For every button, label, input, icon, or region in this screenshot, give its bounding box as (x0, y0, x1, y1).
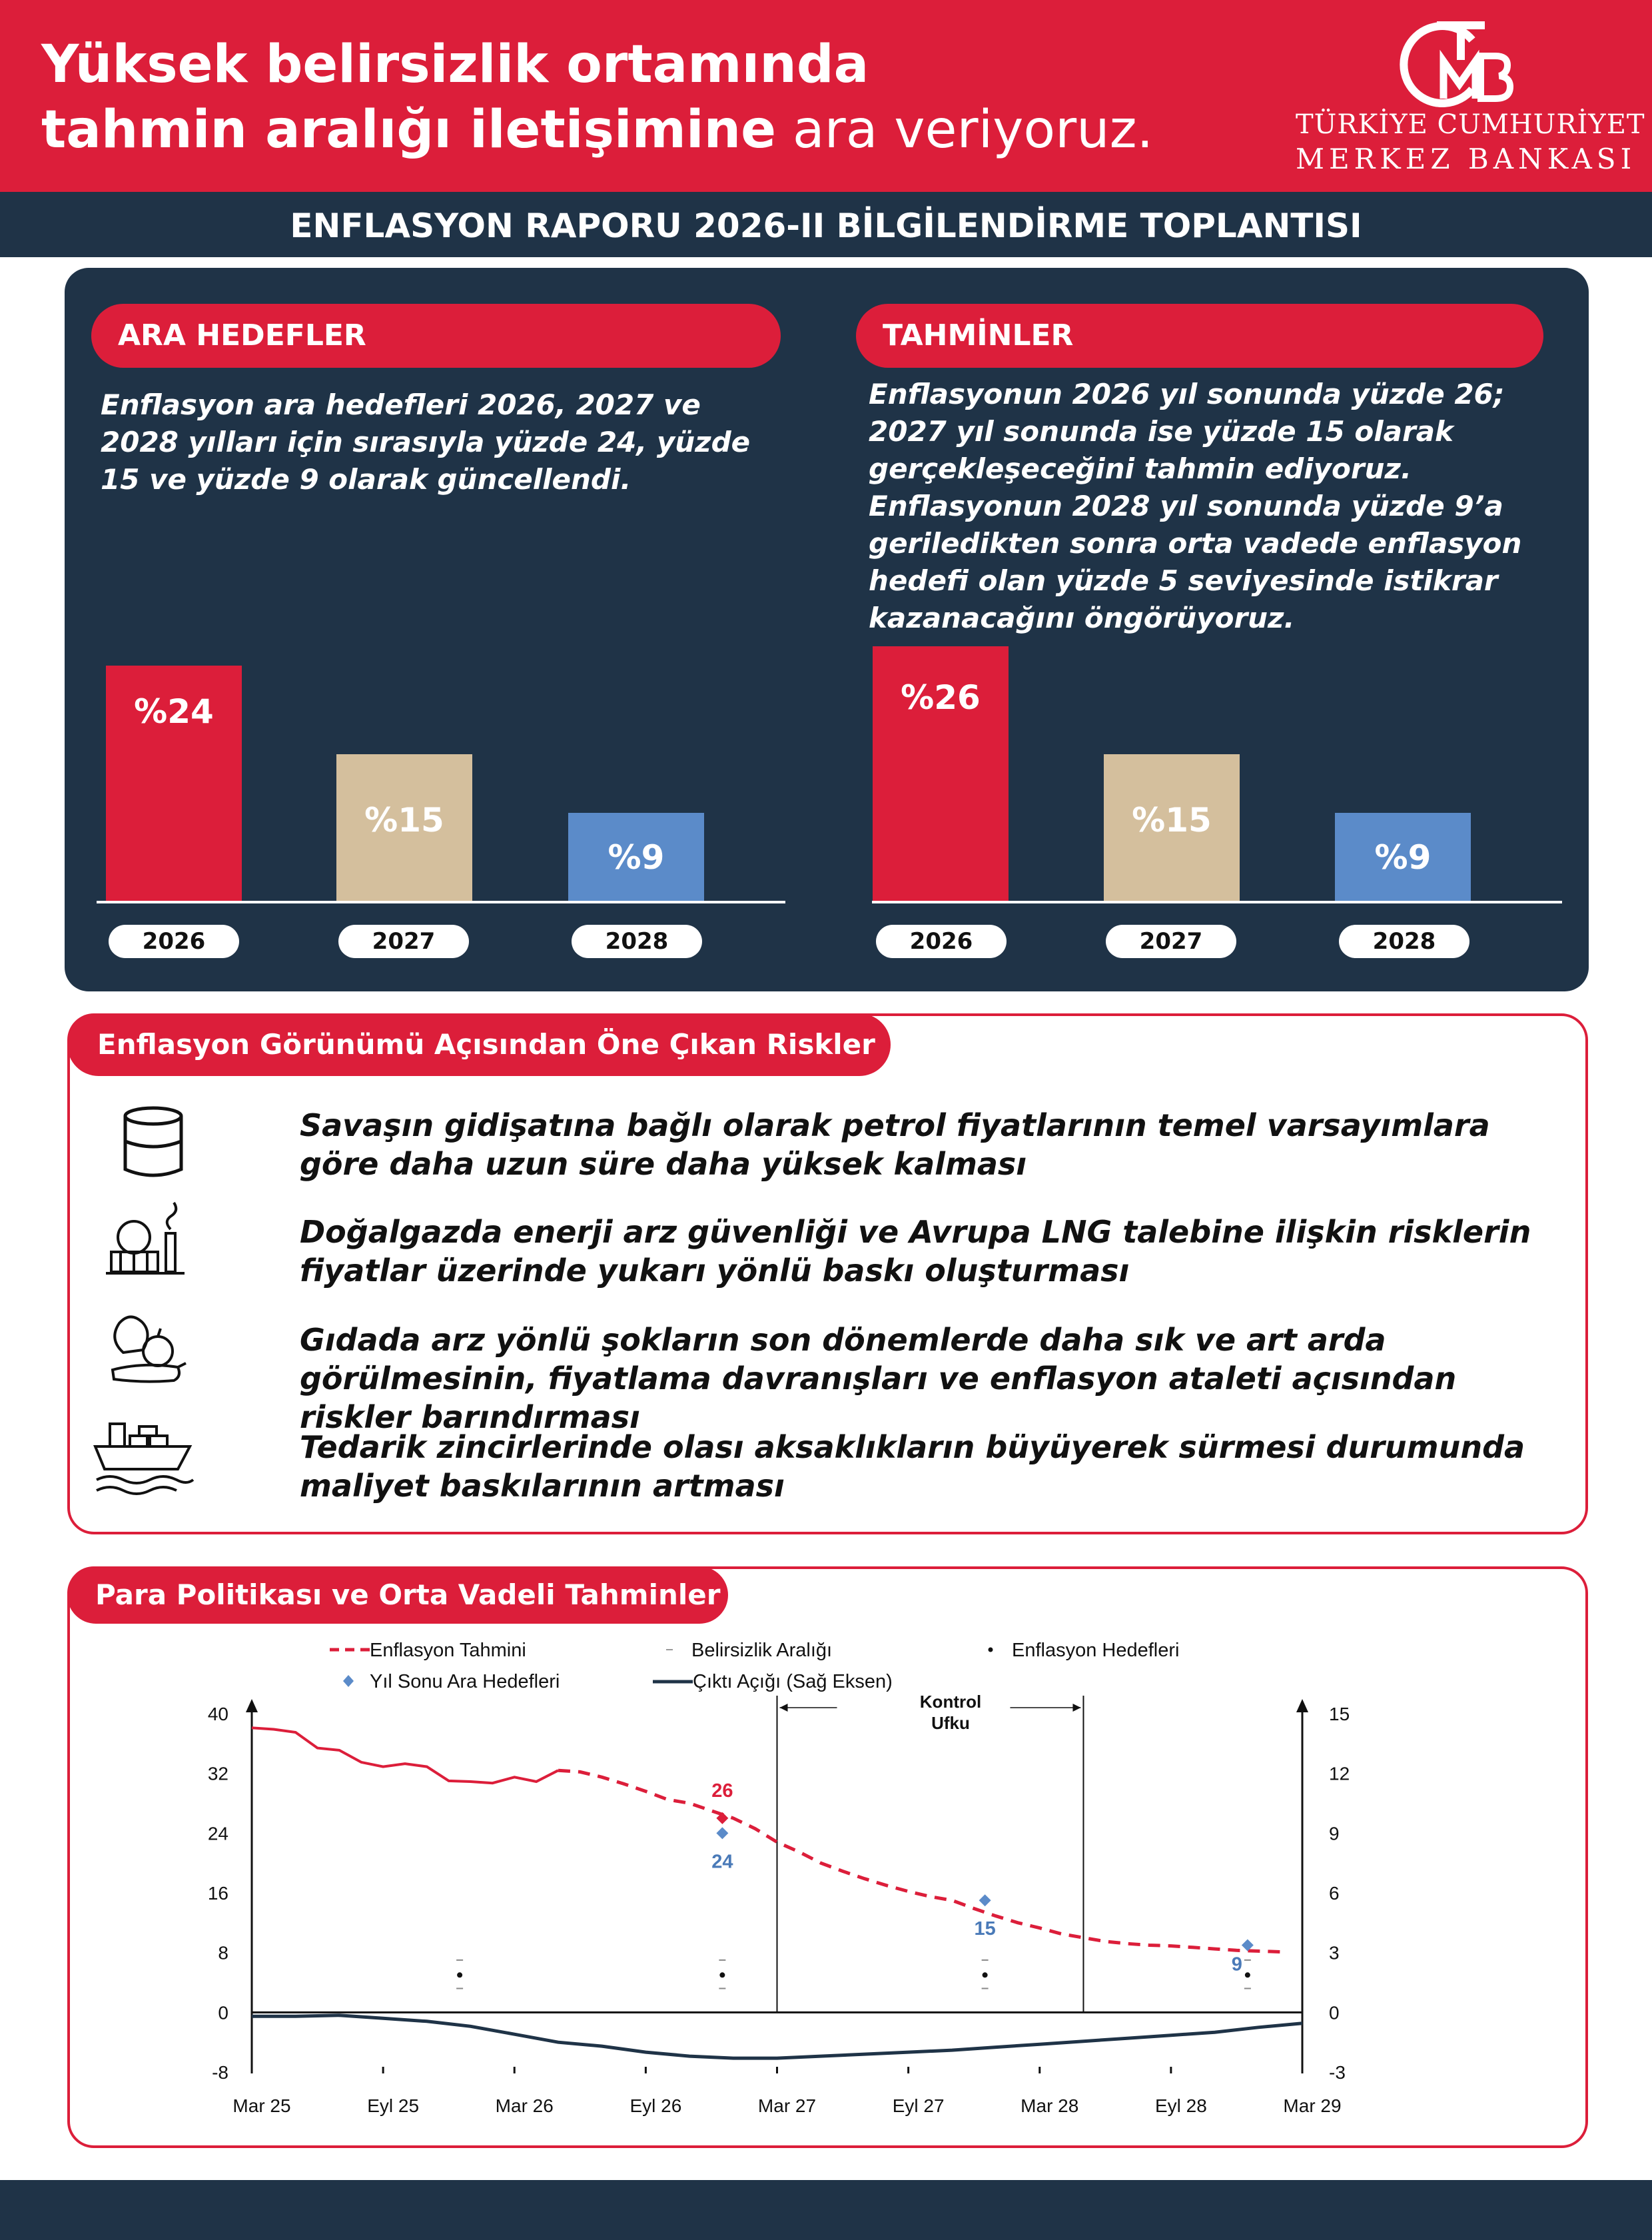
headline-line2: tahmin aralığı iletişimine ara veriyoruz… (41, 100, 1153, 160)
tahmin-bar-2027: %15 (1104, 754, 1240, 901)
ara-hedef-bar-label: %24 (134, 692, 214, 732)
tahminler-text: Enflasyonun 2026 yıl sonunda yüzde 26; 2… (869, 378, 1522, 634)
ara-hedef-bar-2027: %15 (336, 754, 472, 901)
chart-section-title: Para Politikası ve Orta Vadeli Tahminler (67, 1566, 728, 1624)
oil-barrel-icon (123, 1106, 183, 1177)
tahmin-bar-2028: %9 (1335, 812, 1471, 901)
ara-hedef-year-2026: 2026 (109, 925, 239, 958)
tahmin-bar-label: %9 (1374, 838, 1432, 877)
headline-line1: Yüksek belirsizlik ortamında (41, 35, 869, 95)
tahmin-year-2028: 2028 (1339, 925, 1469, 958)
ara-hedef-year-2028: 2028 (572, 925, 702, 958)
ara-hedef-year-2027: 2027 (338, 925, 469, 958)
logo-name-line2: MERKEZ BANKASI (1296, 143, 1637, 175)
report-title: ENFLASYON RAPORU 2026-II BİLGİLENDİRME T… (290, 207, 1362, 245)
risk-text-1: Savaşın gidişatına bağlı olarak petrol f… (300, 1107, 1490, 1182)
gas-plant-icon (106, 1201, 185, 1275)
policy-chart-section: Para Politikası ve Orta Vadeli Tahminler (67, 1566, 1588, 2148)
footer-bar (0, 2180, 1652, 2240)
risk-text-2: Doğalgazda enerji arz güvenliği ve Avrup… (300, 1214, 1531, 1289)
tahmin-year-2026: 2026 (876, 925, 1007, 958)
cargo-ship-icon (93, 1422, 195, 1495)
subtitle-bar: ENFLASYON RAPORU 2026-II BİLGİLENDİRME T… (0, 192, 1652, 257)
ara-hedef-bar-2026: %24 (106, 666, 242, 901)
ara-hedef-bar-label: %9 (608, 838, 665, 877)
vegetables-icon (111, 1315, 187, 1383)
tcmb-monogram-icon (1400, 21, 1514, 107)
risks-section: Enflasyon Görünümü Açısından Öne Çıkan R… (67, 1013, 1588, 1534)
logo-name-line1: TÜRKİYE CUMHURİYET (1296, 109, 1645, 140)
ara-hedef-bar-label: %15 (364, 800, 444, 840)
header-banner: Yüksek belirsizlik ortamında tahmin aral… (0, 0, 1652, 192)
tahmin-axis (872, 901, 1562, 903)
tahmin-year-2027: 2027 (1106, 925, 1236, 958)
headline-line2-bold: tahmin aralığı iletişimine (41, 100, 777, 160)
ara-hedefler-title: ARA HEDEFLER (91, 304, 781, 368)
tahminler-title: TAHMİNLER (856, 304, 1543, 368)
tcmb-logo: TÜRKİYE CUMHURİYET MERKEZ BANKASI (1296, 15, 1645, 175)
risk-text-3: Gıdada arz yönlü şokların son dönemlerde… (300, 1322, 1457, 1435)
ara-hedef-axis (97, 901, 785, 903)
headline-line2-regular: ara veriyoruz. (776, 100, 1154, 160)
tahmin-bar-label: %15 (1132, 800, 1212, 840)
risks-title: Enflasyon Görünümü Açısından Öne Çıkan R… (67, 1013, 891, 1076)
targets-forecasts-panel: ARA HEDEFLER Enflasyon ara hedefleri 202… (65, 268, 1589, 991)
tahmin-bar-label: %26 (901, 678, 981, 717)
tahmin-bar-2026: %26 (873, 646, 1009, 901)
ara-hedefler-text: Enflasyon ara hedefleri 2026, 2027 ve 20… (101, 388, 751, 496)
ara-hedef-bar-2028: %9 (568, 812, 704, 901)
risk-text-4: Tedarik zincirlerinde olası aksaklıkları… (300, 1429, 1525, 1504)
